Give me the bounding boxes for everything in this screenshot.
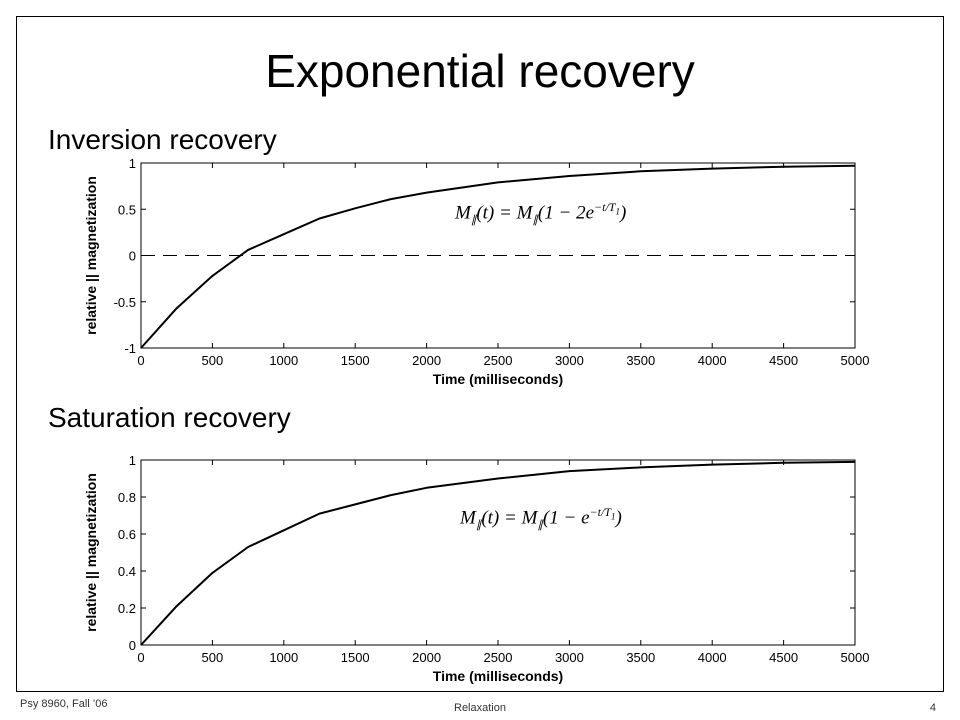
x-tick-label: 3000 [555, 353, 584, 368]
x-tick-label: 4000 [698, 650, 727, 665]
y-tick-label: 0.4 [118, 564, 136, 579]
y-tick-label: 0 [129, 249, 136, 264]
x-tick-label: 0 [137, 353, 144, 368]
y-axis-label: relative || magnetization [83, 473, 99, 632]
y-tick-label: 0.8 [118, 490, 136, 505]
footer-course: Psy 8960, Fall ’06 [20, 698, 108, 710]
x-tick-label: 5000 [841, 353, 870, 368]
plot-area [140, 459, 856, 646]
page-number: 4 [929, 702, 936, 714]
slide-title: Exponential recovery [265, 45, 695, 97]
x-tick-label: 2500 [484, 650, 513, 665]
y-tick-label: -0.5 [114, 295, 136, 310]
y-tick-label: 1 [129, 156, 136, 171]
y-tick-label: 0.2 [118, 601, 136, 616]
y-tick-label: -1 [124, 341, 136, 356]
x-axis-label: Time (milliseconds) [433, 371, 563, 387]
slide-frame [16, 16, 944, 692]
x-tick-label: 1500 [341, 650, 370, 665]
x-tick-label: 3000 [555, 650, 584, 665]
saturation-recovery-chart: 0 500 1000 1500 2000 2500 3000 3500 4000 4500 5000… [83, 453, 869, 684]
section-heading-inversion: Inversion recovery [48, 124, 277, 155]
x-tick-label: 3500 [626, 650, 655, 665]
x-tick-label: 4500 [769, 353, 798, 368]
x-tick-label: 4000 [698, 353, 727, 368]
saturation-formula: M∥(t) = M∥(1 − e−t/T1) [460, 505, 622, 532]
x-tick-label: 1000 [269, 353, 298, 368]
recovery-curve [140, 164, 856, 349]
inversion-formula: M∥(t) = M∥(1 − 2e−t/T1) [455, 200, 627, 227]
y-axis-label: relative || magnetization [83, 176, 99, 335]
recovery-curve [140, 460, 856, 646]
y-tick-label: 1 [129, 453, 136, 468]
y-tick-label: 0 [129, 638, 136, 653]
x-tick-label: 2000 [412, 353, 441, 368]
x-tick-label: 1000 [269, 650, 298, 665]
inversion-recovery-chart: 0 500 1000 1500 2000 2500 3000 3500 4000 4500 5000… [83, 156, 869, 387]
x-tick-label: 5000 [841, 650, 870, 665]
x-tick-label: 2000 [412, 650, 441, 665]
x-tick-label: 3500 [626, 353, 655, 368]
x-axis-label: Time (milliseconds) [433, 668, 563, 684]
y-tick-label: 0.5 [118, 202, 136, 217]
footer-topic: Relaxation [454, 702, 506, 714]
x-tick-label: 500 [202, 650, 224, 665]
x-tick-label: 2500 [484, 353, 513, 368]
x-tick-label: 500 [202, 353, 224, 368]
y-tick-label: 0.6 [118, 527, 136, 542]
x-tick-label: 1500 [341, 353, 370, 368]
section-heading-saturation: Saturation recovery [48, 402, 291, 433]
x-tick-label: 4500 [769, 650, 798, 665]
x-tick-label: 0 [137, 650, 144, 665]
